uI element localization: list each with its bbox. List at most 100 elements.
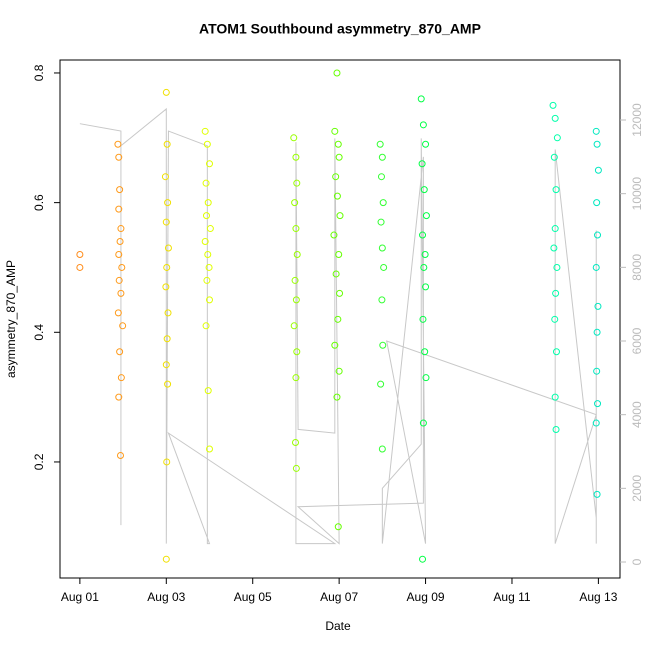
point	[551, 225, 559, 233]
point	[377, 380, 385, 388]
y-tick-label: 0.8	[32, 64, 46, 81]
point	[331, 341, 339, 349]
point	[204, 250, 212, 258]
point	[551, 114, 559, 122]
x-tick-label: Aug 07	[320, 590, 358, 604]
point	[594, 166, 602, 174]
point	[417, 95, 425, 103]
point	[293, 348, 301, 356]
point	[422, 140, 430, 148]
point	[549, 101, 557, 109]
point	[552, 289, 560, 297]
point	[292, 374, 300, 382]
point	[331, 127, 339, 135]
point	[293, 250, 301, 258]
point	[204, 199, 212, 207]
point	[332, 173, 340, 181]
point	[163, 140, 171, 148]
point	[592, 419, 600, 427]
point	[593, 367, 601, 375]
x-tick-label: Aug 13	[579, 590, 617, 604]
point	[593, 140, 601, 148]
chart-title: ATOM1 Southbound asymmetry_870_AMP	[199, 21, 481, 37]
point	[592, 127, 600, 135]
point	[379, 199, 387, 207]
point	[76, 250, 84, 258]
point	[422, 374, 430, 382]
point	[202, 322, 210, 330]
point	[115, 205, 123, 213]
point	[202, 179, 210, 187]
point	[164, 380, 172, 388]
point	[202, 212, 210, 220]
y2-tick-label: 8000	[630, 254, 644, 281]
point	[203, 140, 211, 148]
point	[162, 218, 170, 226]
point	[206, 160, 214, 168]
point	[117, 289, 125, 297]
point	[378, 244, 386, 252]
point	[330, 231, 338, 239]
point	[378, 445, 386, 453]
point	[293, 179, 301, 187]
point	[553, 134, 561, 142]
point	[292, 153, 300, 161]
point	[114, 140, 122, 148]
point	[117, 225, 125, 233]
point	[551, 393, 559, 401]
point	[118, 263, 126, 271]
point	[553, 263, 561, 271]
point	[418, 160, 426, 168]
point	[421, 348, 429, 356]
point	[594, 231, 602, 239]
point	[290, 322, 298, 330]
point	[291, 199, 299, 207]
point	[163, 335, 171, 343]
point	[550, 153, 558, 161]
point	[422, 283, 430, 291]
point	[117, 374, 125, 382]
point	[420, 263, 428, 271]
point	[162, 555, 170, 563]
y-axis-label: asymmetry_870_AMP	[4, 260, 18, 378]
point	[206, 445, 214, 453]
point	[335, 367, 343, 375]
point	[336, 289, 344, 297]
point	[419, 555, 427, 563]
point	[204, 387, 212, 395]
point	[116, 348, 124, 356]
point	[116, 186, 124, 194]
point	[594, 302, 602, 310]
point	[592, 263, 600, 271]
point	[333, 393, 341, 401]
point	[593, 199, 601, 207]
point	[550, 244, 558, 252]
point	[419, 231, 427, 239]
point	[201, 127, 209, 135]
point	[291, 439, 299, 447]
point	[551, 315, 559, 323]
point	[206, 225, 214, 233]
point	[115, 393, 123, 401]
point	[552, 426, 560, 434]
point	[552, 186, 560, 194]
point	[206, 296, 214, 304]
point	[116, 238, 124, 246]
y-tick-label: 0.6	[32, 194, 46, 211]
point	[333, 69, 341, 77]
point	[594, 400, 602, 408]
point	[419, 315, 427, 323]
point	[334, 315, 342, 323]
point	[290, 134, 298, 142]
y2-tick-label: 0	[630, 558, 644, 565]
point	[333, 192, 341, 200]
y2-tick-label: 2000	[630, 475, 644, 502]
point	[378, 296, 386, 304]
point	[163, 263, 171, 271]
point	[377, 173, 385, 181]
point	[163, 458, 171, 466]
point	[164, 244, 172, 252]
point	[115, 276, 123, 284]
line-series	[79, 107, 597, 545]
